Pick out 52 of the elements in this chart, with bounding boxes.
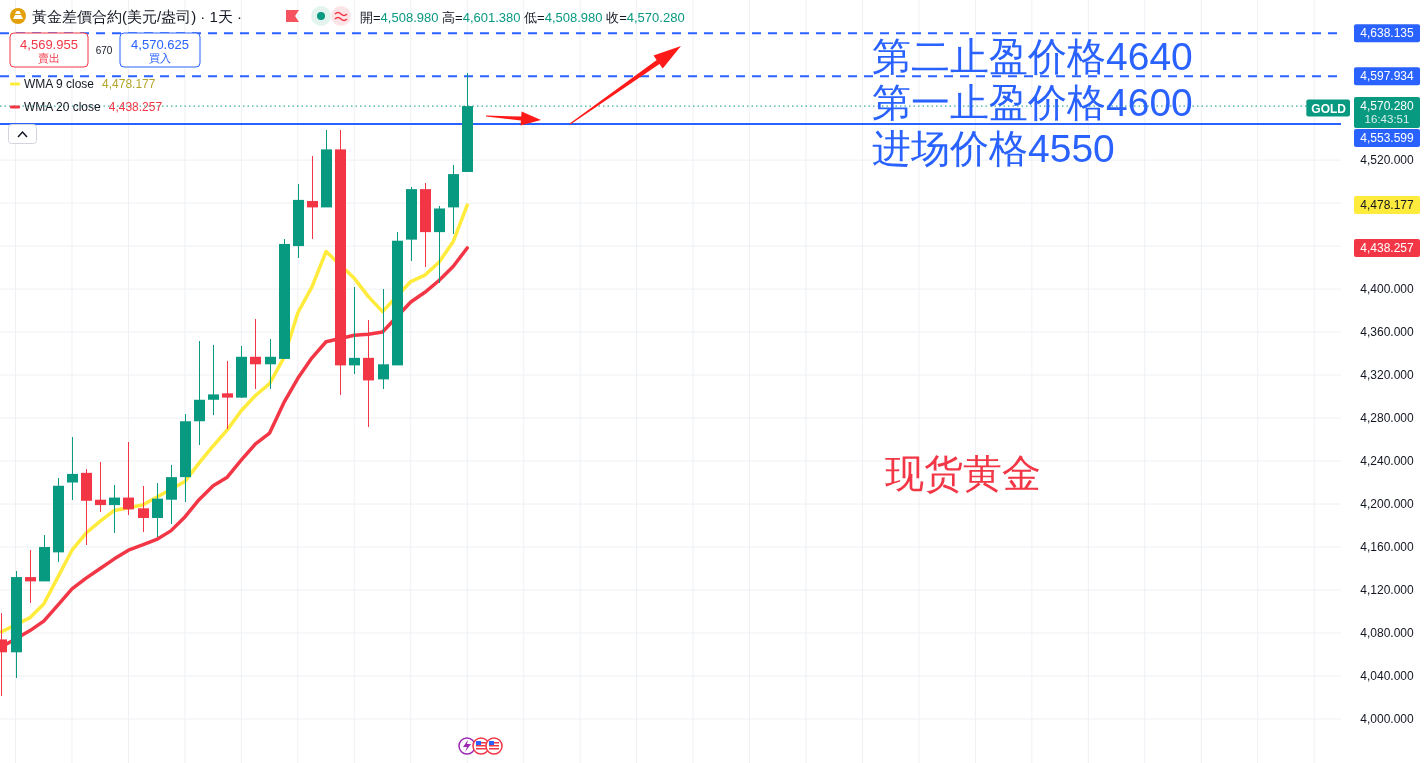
y-tick-label: 4,080.000 bbox=[1360, 625, 1415, 640]
text: 4,438.257 bbox=[1360, 240, 1415, 255]
candlestick bbox=[363, 319, 374, 428]
candlestick bbox=[109, 484, 120, 534]
y-tick-label: 4,360.000 bbox=[1360, 325, 1415, 340]
annotation: 4,478.177 bbox=[102, 77, 156, 91]
candlestick bbox=[123, 441, 134, 516]
candlestick bbox=[194, 340, 205, 446]
candlestick bbox=[208, 344, 219, 416]
annotation: 现货黄金 bbox=[885, 452, 1041, 495]
candlestick bbox=[349, 286, 360, 375]
ref-line-label: 4,597.934 bbox=[1360, 69, 1415, 84]
ref-line-label: 4,638.135 bbox=[1360, 26, 1415, 41]
annotation: GOLD bbox=[1311, 101, 1347, 116]
y-tick-label: 4,160.000 bbox=[1360, 540, 1415, 554]
annotation: 4,438.257 bbox=[108, 100, 163, 114]
y-tick-label: 4,520.000 bbox=[1360, 153, 1415, 168]
ref-line-label: 4,553.599 bbox=[1360, 131, 1415, 146]
annotation: 第一止盈价格4600 bbox=[872, 81, 1193, 125]
y-tick-label: 4,120.000 bbox=[1360, 582, 1415, 597]
y-tick-label: 4,000.000 bbox=[1360, 711, 1415, 726]
candlestick bbox=[222, 360, 233, 430]
candlestick bbox=[265, 338, 276, 390]
annotation: 进场价格4550 bbox=[872, 127, 1115, 171]
candlestick bbox=[138, 485, 149, 533]
candlestick bbox=[166, 464, 177, 525]
candlestick bbox=[250, 318, 261, 390]
annotation: 賣出 bbox=[38, 52, 60, 64]
annotation: 買入 bbox=[149, 52, 171, 64]
annotation: 670 bbox=[95, 45, 113, 56]
text: 4,478.177 bbox=[1360, 198, 1415, 213]
candlestick bbox=[25, 549, 36, 604]
annotation: 4,570.625 bbox=[131, 37, 189, 52]
y-tick-label: 4,320.000 bbox=[1360, 368, 1415, 383]
candlestick bbox=[95, 461, 106, 513]
annotation: 第二止盈价格4640 bbox=[872, 35, 1193, 79]
y-tick-label: 4,040.000 bbox=[1360, 668, 1415, 683]
y-tick-label: 4,240.000 bbox=[1360, 454, 1415, 469]
text: 開=4,508.980 高=4,601.380 低=4,508.980 收=4,570.280 bbox=[360, 10, 685, 25]
y-tick-label: 4,200.000 bbox=[1360, 497, 1415, 512]
y-tick-label: 4,400.000 bbox=[1360, 282, 1415, 297]
legend-label: WMA 20 close bbox=[24, 100, 102, 114]
y-tick-label: 4,280.000 bbox=[1360, 411, 1415, 426]
ref-line-label: 4,570.280 16:43:51 bbox=[1360, 99, 1415, 126]
candlestick bbox=[434, 205, 445, 284]
annotation: 4,569.955 bbox=[20, 37, 78, 52]
candlestick bbox=[67, 436, 78, 501]
candlestick bbox=[152, 482, 163, 538]
candlestick bbox=[307, 155, 318, 240]
candlestick bbox=[378, 288, 389, 390]
legend-label: WMA 9 close bbox=[24, 77, 95, 91]
text: 黃金差價合約(美元/盎司) · 1天 · bbox=[32, 8, 242, 25]
